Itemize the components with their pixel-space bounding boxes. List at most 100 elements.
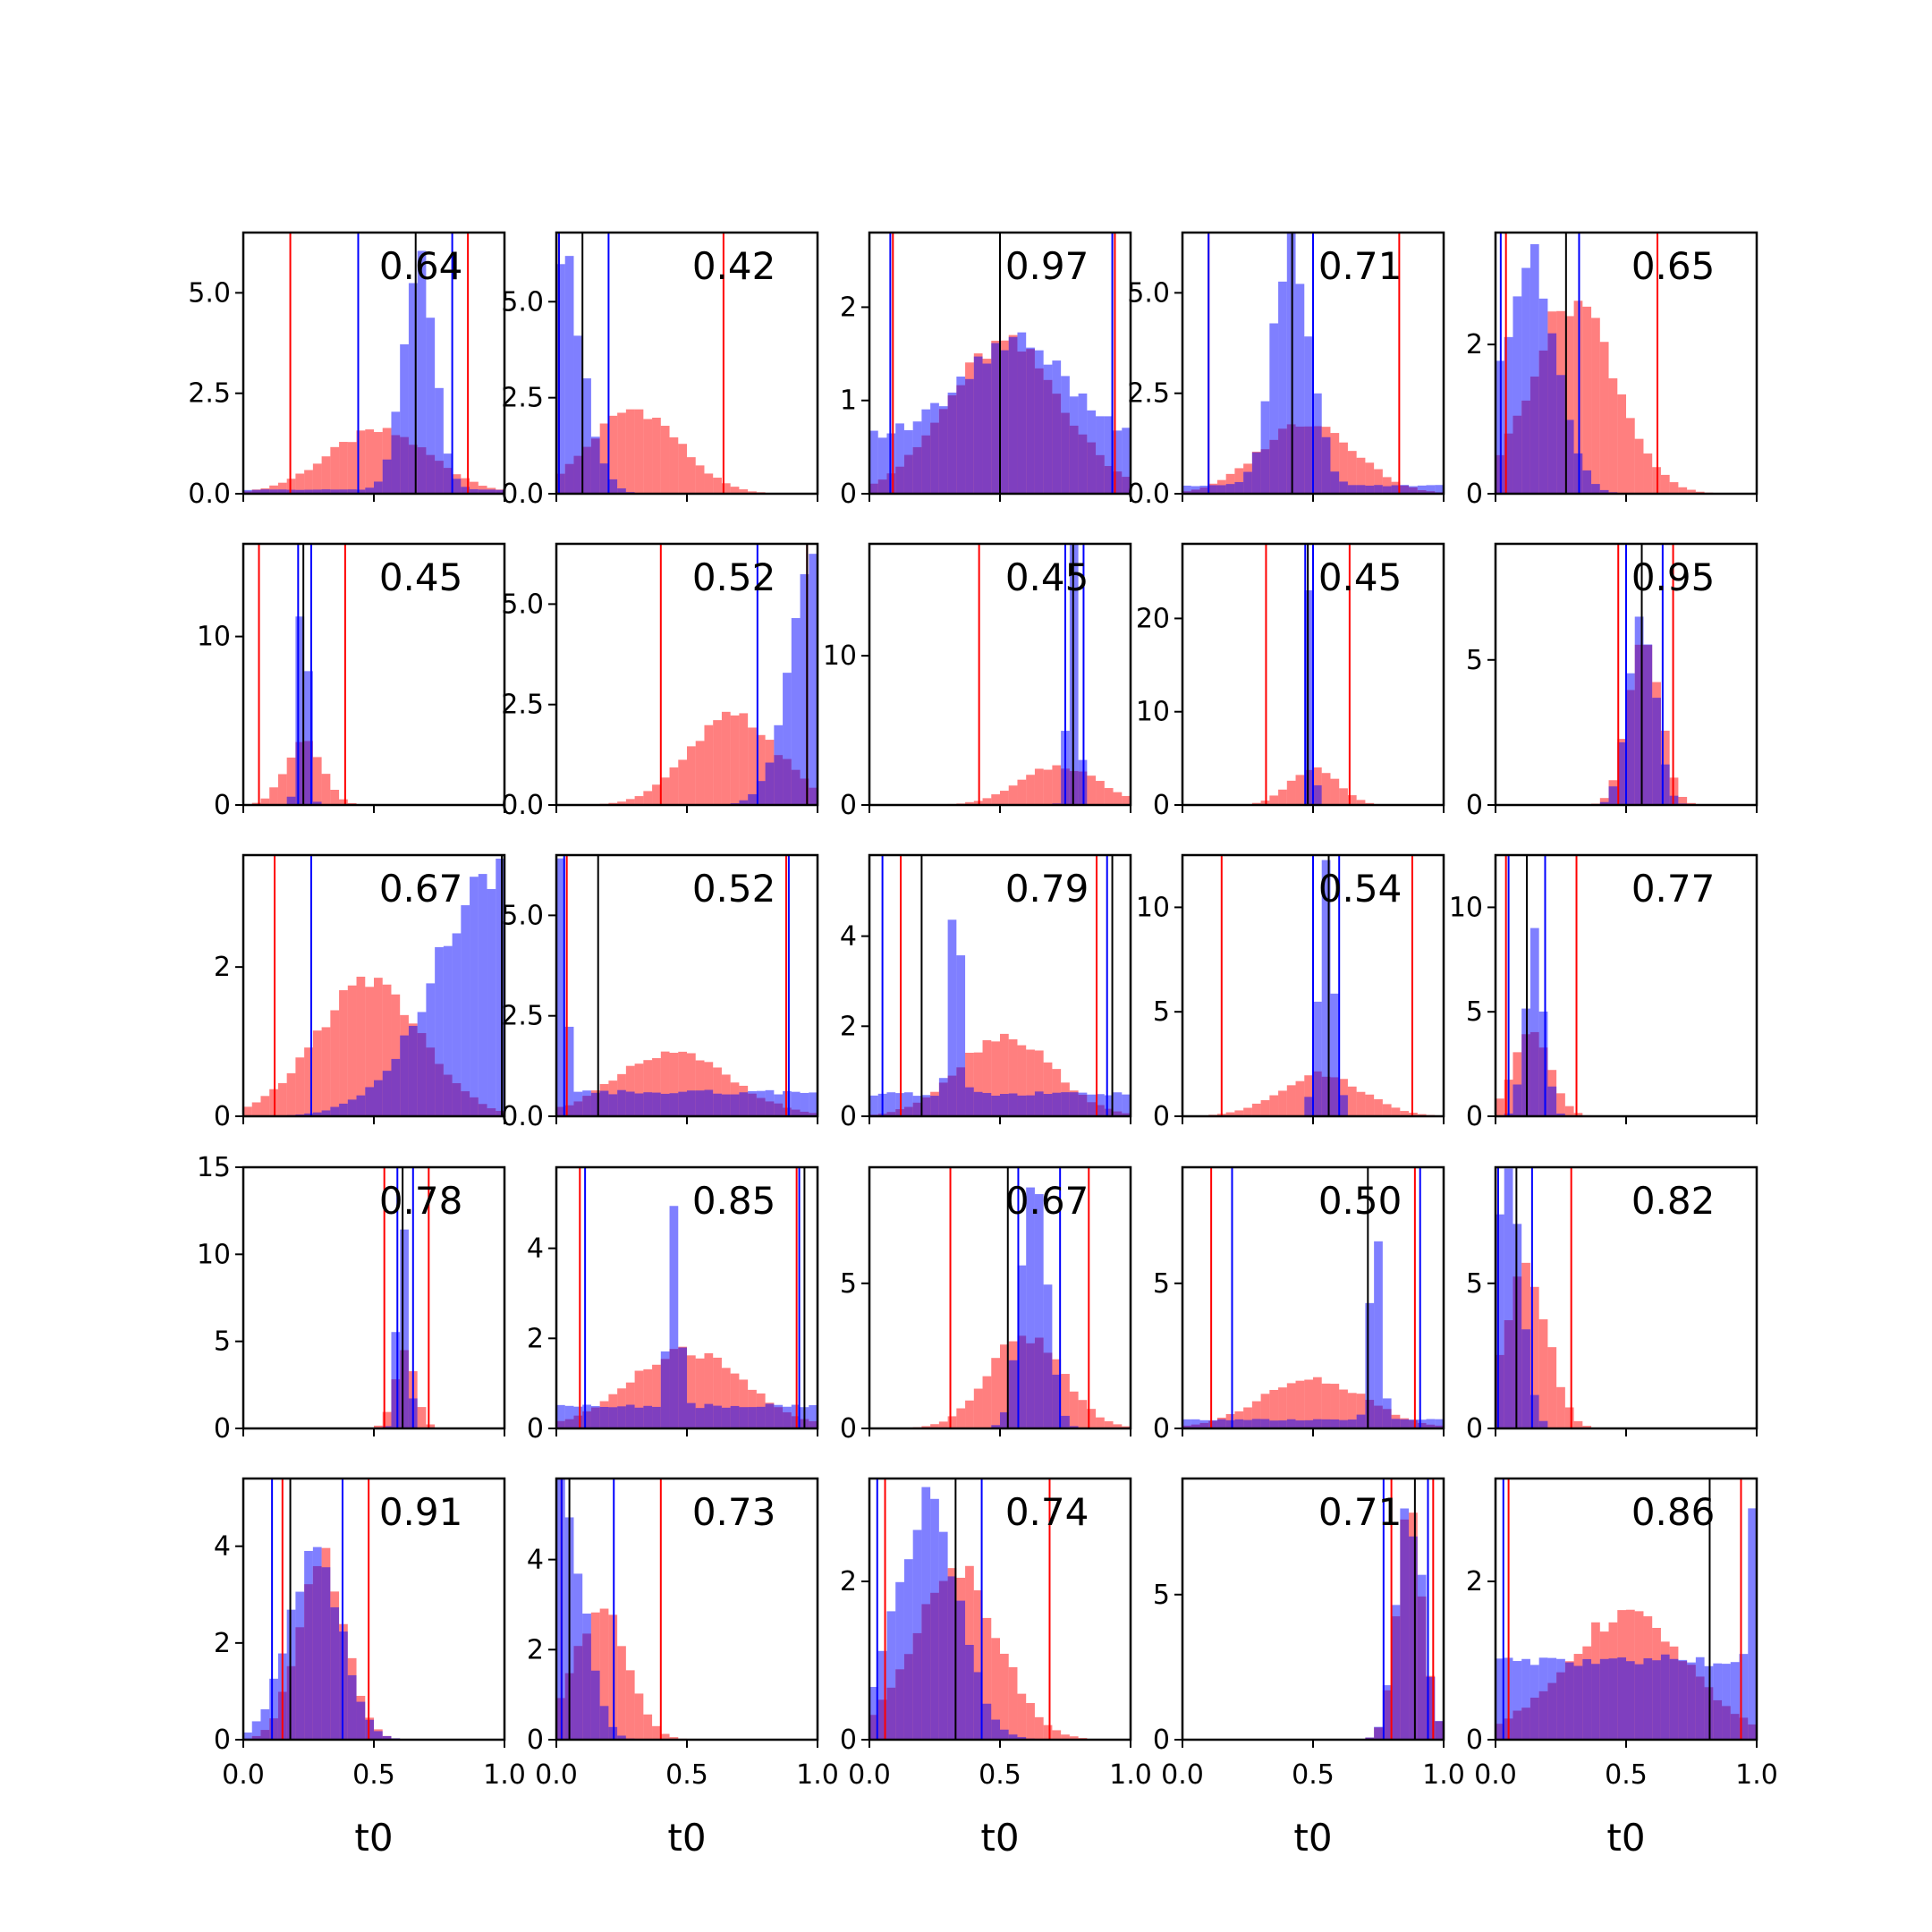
posterior-bar [391,1332,401,1428]
axes-frame [868,542,1132,807]
prior-bar [426,1424,436,1428]
posterior-bar [1104,416,1114,494]
prior-bar [721,483,731,494]
posterior-bar [1356,1414,1366,1428]
posterior-bar [1122,1094,1131,1116]
prior-bar [1286,1383,1296,1428]
panel-value-label: 0.52 [692,867,776,911]
posterior-bar [625,1091,635,1116]
prior-bar [1599,342,1609,494]
prior-bar [312,757,322,805]
prior-bar [721,711,731,805]
prior-bar [339,442,348,494]
x-axis-label: t0 [667,1816,706,1860]
panel-8: 0 10 0.45 [823,542,1132,821]
prior-bar [356,430,366,494]
prior-bar [625,1065,635,1116]
posterior-bar [269,489,278,494]
posterior-bar [374,1731,383,1740]
prior-bar [1339,1389,1348,1428]
prior-bar [991,1358,1000,1428]
posterior-bar [582,377,591,494]
prior-bar [470,481,479,494]
posterior-bar [1409,486,1418,494]
posterior-bar [1234,1419,1244,1428]
posterior-bar [991,1425,1000,1428]
posterior-bar [982,1092,992,1116]
prior-bar [617,801,626,805]
posterior-bar [599,1706,609,1740]
posterior-bar [1435,485,1444,494]
prior-bar [643,1714,653,1740]
posterior-bar [251,1721,261,1740]
x-tick-label: 0.5 [1292,1759,1335,1791]
prior-bar [1052,1730,1062,1740]
posterior-bar [713,1405,722,1428]
y-tick-label: 5 [1466,645,1483,676]
prior-bar [1017,1693,1027,1740]
panel-15: 0 5 10 0.77 [1449,853,1758,1132]
panel-value-label: 0.71 [1318,244,1402,288]
posterior-bar [1295,1420,1305,1428]
posterior-bar [1008,1360,1018,1428]
posterior-bar [634,1093,644,1116]
posterior-bar [1530,244,1539,494]
posterior-bar [1556,375,1565,494]
posterior-bar [1034,1194,1044,1428]
posterior-bar [1730,1662,1740,1740]
prior-bar [1599,798,1609,805]
prior-bar [660,1733,670,1740]
prior-bar [1286,1085,1296,1116]
posterior-bar [1582,470,1592,494]
posterior-bar [304,1113,313,1116]
y-tick-label: 0 [1466,1724,1483,1756]
posterior-bar [1695,1657,1705,1740]
x-axis-label: t0 [1606,1816,1645,1860]
posterior-bar [669,1206,679,1428]
y-tick-label: 5 [1153,1580,1170,1611]
prior-bar [713,478,722,494]
posterior-bar [461,905,470,1116]
posterior-bar [1634,616,1644,805]
x-tick-label: 0.5 [979,1759,1021,1791]
posterior-bar [765,762,775,805]
posterior-bar [478,874,487,1116]
prior-bar [304,1047,313,1116]
posterior-bar [382,459,392,494]
prior-bar [921,1426,931,1428]
y-tick-label: 2 [527,1323,544,1354]
prior-bar [652,1364,661,1428]
y-tick-label: 2 [840,1566,857,1597]
posterior-bar [1382,1398,1392,1428]
posterior-bar [652,1092,661,1116]
prior-bar [704,724,714,805]
prior-bar [1374,469,1383,494]
posterior-bar [608,1094,618,1116]
prior-bar [1113,1424,1123,1428]
prior-bar [1496,1098,1504,1116]
prior-bar [365,429,374,494]
posterior-bar [426,983,436,1116]
posterior-bar [599,1406,609,1428]
posterior-bar [809,1092,818,1116]
posterior-bar [260,1709,270,1740]
prior-bar [312,463,322,494]
prior-bar [295,473,305,494]
prior-bar [1573,1420,1583,1428]
y-tick-label: 2.5 [1127,378,1170,410]
posterior-bar [809,554,818,805]
prior-bar [1034,1050,1044,1116]
posterior-bar [1634,1664,1644,1740]
prior-bar [382,1411,392,1428]
prior-bar [991,794,1000,805]
prior-bar [1234,1110,1244,1116]
prior-bar [695,741,705,805]
posterior-bar [1382,486,1392,494]
prior-bar [643,419,653,494]
x-tick-label: 0.0 [848,1759,891,1791]
posterior-bar [1113,430,1123,494]
posterior-bar [470,877,479,1116]
prior-bar [599,1608,609,1740]
posterior-bar [496,489,504,494]
posterior-bar [1225,1419,1235,1428]
